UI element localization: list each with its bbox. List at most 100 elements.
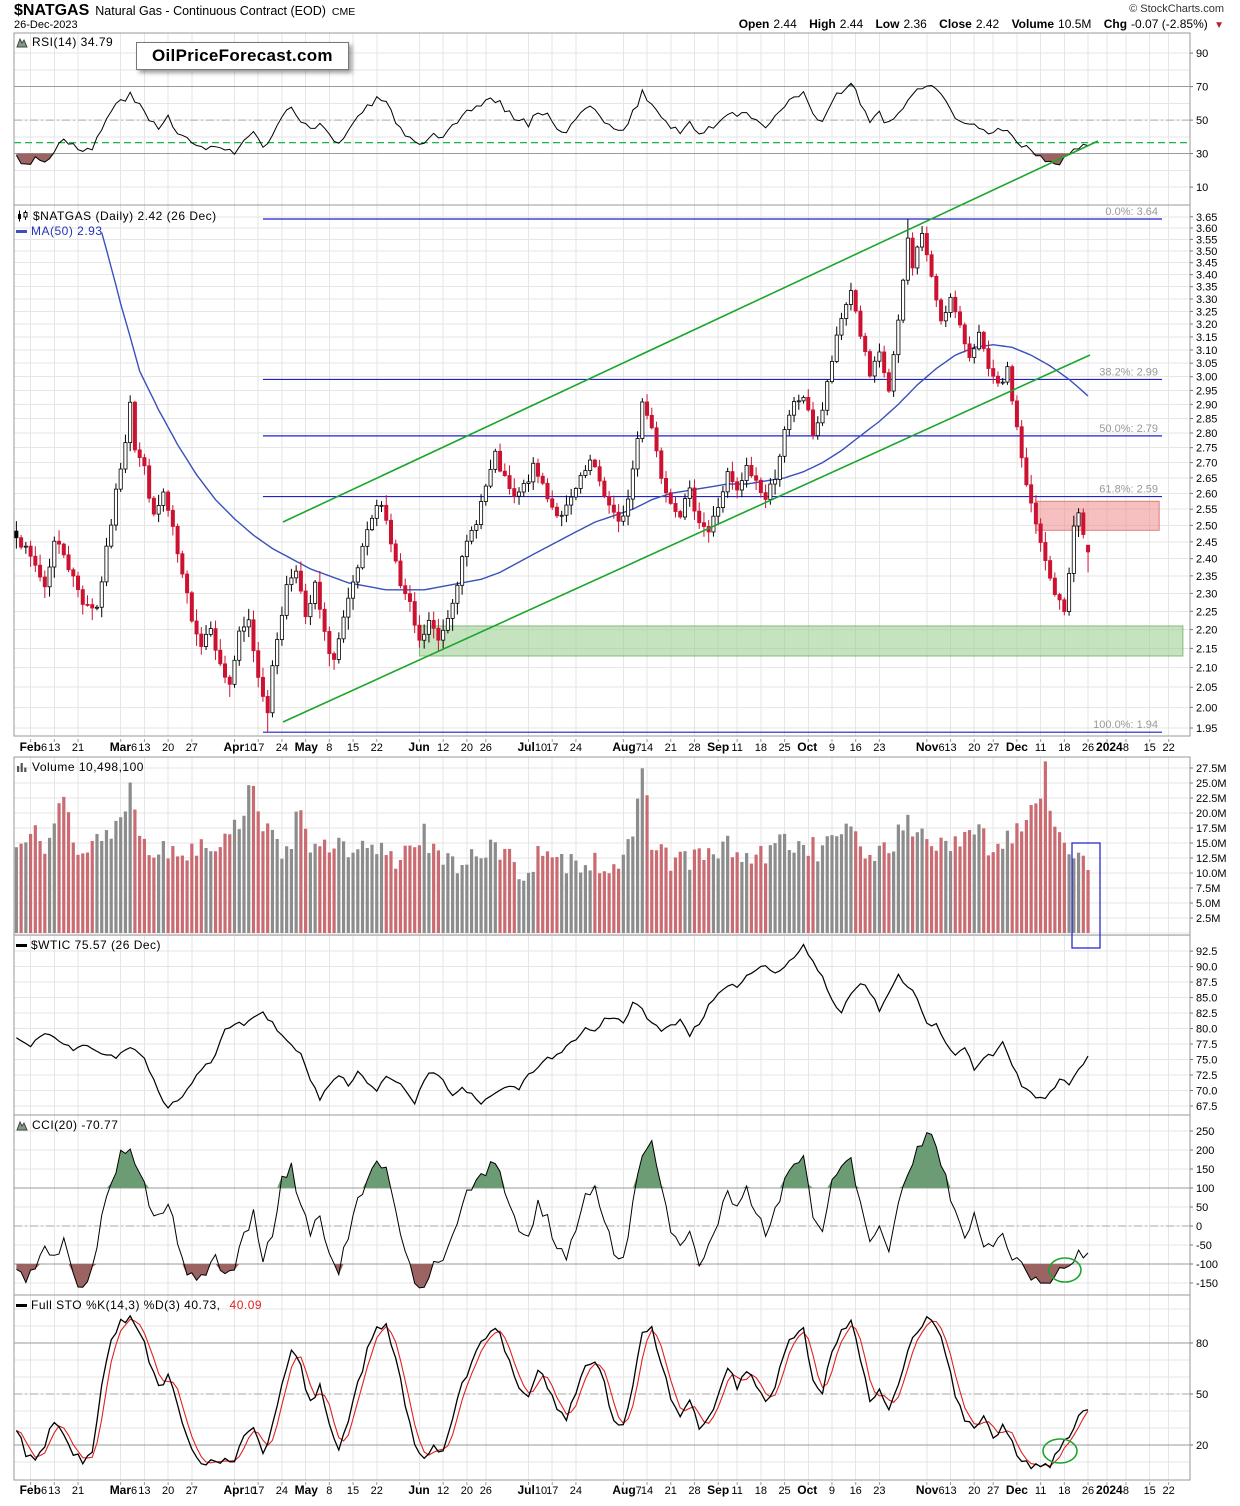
svg-text:12: 12 xyxy=(437,742,449,754)
svg-text:20: 20 xyxy=(162,742,174,754)
price-candles xyxy=(14,218,1091,733)
volume-bars-icon xyxy=(16,762,28,773)
svg-text:24: 24 xyxy=(276,742,288,754)
ma-label: MA(50) 2.93 xyxy=(31,224,103,238)
svg-text:May: May xyxy=(295,1483,319,1497)
svg-text:87.5: 87.5 xyxy=(1196,977,1217,989)
svg-text:38.2%: 2.99: 38.2%: 2.99 xyxy=(1099,366,1158,378)
chg-value: -0.07 (-2.85%) xyxy=(1131,17,1208,31)
svg-text:27: 27 xyxy=(186,742,198,754)
svg-text:3.00: 3.00 xyxy=(1196,372,1217,384)
svg-text:28: 28 xyxy=(688,742,700,754)
sto-panel: 80 50 20 xyxy=(13,1294,1208,1481)
svg-text:0: 0 xyxy=(1196,1221,1202,1233)
close-label: Close xyxy=(939,17,972,31)
svg-text:13: 13 xyxy=(48,742,60,754)
svg-text:18: 18 xyxy=(755,742,767,754)
svg-text:26: 26 xyxy=(1082,1485,1094,1497)
svg-text:7.5M: 7.5M xyxy=(1196,883,1220,895)
volume-value: 10.5M xyxy=(1058,17,1092,31)
svg-text:15.0M: 15.0M xyxy=(1196,838,1227,850)
svg-text:8: 8 xyxy=(1123,742,1129,754)
candlestick-icon xyxy=(16,210,29,222)
svg-text:2.25: 2.25 xyxy=(1196,606,1217,618)
svg-text:Apr10: Apr10 xyxy=(224,740,257,754)
svg-text:82.5: 82.5 xyxy=(1196,1008,1217,1020)
svg-text:Oct: Oct xyxy=(797,740,817,754)
volume-panel-label: Volume 10,498,100 xyxy=(32,760,144,774)
high-label: High xyxy=(809,17,836,31)
svg-text:24: 24 xyxy=(276,1485,288,1497)
svg-text:25.0M: 25.0M xyxy=(1196,778,1227,790)
sto-legend: Full STO %K(14,3) %D(3) 40.73, 40.09 xyxy=(16,1298,262,1312)
svg-text:27: 27 xyxy=(987,742,999,754)
svg-text:61.8%: 2.59: 61.8%: 2.59 xyxy=(1099,484,1158,496)
chart-date: 26-Dec-2023 xyxy=(14,19,78,31)
svg-text:21: 21 xyxy=(72,742,84,754)
area-indicator-icon xyxy=(16,37,28,48)
svg-text:30: 30 xyxy=(1196,149,1208,161)
svg-text:Mar6: Mar6 xyxy=(110,1483,137,1497)
svg-text:100: 100 xyxy=(1196,1183,1214,1195)
svg-text:17.5M: 17.5M xyxy=(1196,823,1227,835)
volume-legend: Volume 10,498,100 xyxy=(16,760,144,774)
svg-text:27.5M: 27.5M xyxy=(1196,763,1227,775)
area-indicator-icon xyxy=(16,1120,28,1131)
svg-text:16: 16 xyxy=(850,1485,862,1497)
svg-text:23: 23 xyxy=(873,742,885,754)
svg-text:Apr10: Apr10 xyxy=(224,1483,257,1497)
svg-text:Jun: Jun xyxy=(408,1483,429,1497)
svg-text:3.25: 3.25 xyxy=(1196,306,1217,318)
svg-text:Aug7: Aug7 xyxy=(612,1483,641,1497)
svg-text:3.35: 3.35 xyxy=(1196,282,1217,294)
svg-text:2.85: 2.85 xyxy=(1196,414,1217,426)
price-label: $NATGAS (Daily) 2.42 (26 Dec) xyxy=(33,209,217,223)
svg-text:28: 28 xyxy=(688,1485,700,1497)
volume-bars xyxy=(14,761,1090,934)
svg-text:17: 17 xyxy=(546,1485,558,1497)
svg-text:16: 16 xyxy=(850,742,862,754)
svg-text:27: 27 xyxy=(186,1485,198,1497)
svg-text:77.5: 77.5 xyxy=(1196,1039,1217,1051)
svg-text:13: 13 xyxy=(944,742,956,754)
svg-text:Dec: Dec xyxy=(1006,740,1028,754)
instrument-name: Natural Gas - Continuous Contract (EOD) xyxy=(95,4,326,18)
svg-text:May: May xyxy=(295,740,319,754)
wtic-panel: 92.5 90.0 87.5 85.0 82.5 80.0 77.5 75.0 72.5 70.0… xyxy=(13,934,1217,1116)
svg-text:22: 22 xyxy=(371,742,383,754)
svg-text:Sep: Sep xyxy=(707,1483,729,1497)
exchange: CME xyxy=(331,6,356,18)
svg-text:9: 9 xyxy=(829,742,835,754)
svg-text:92.5: 92.5 xyxy=(1196,946,1217,958)
svg-text:Jul10: Jul10 xyxy=(518,1483,548,1497)
high-value: 2.44 xyxy=(839,17,864,31)
svg-text:22: 22 xyxy=(1163,742,1175,754)
svg-text:70: 70 xyxy=(1196,82,1208,94)
ma50-line xyxy=(101,232,1089,591)
svg-text:2.75: 2.75 xyxy=(1196,443,1217,455)
svg-text:85.0: 85.0 xyxy=(1196,993,1217,1005)
svg-text:24: 24 xyxy=(570,742,582,754)
sto-d-value: 40.09 xyxy=(229,1298,263,1312)
svg-text:-50: -50 xyxy=(1196,1240,1212,1252)
chart-title: $NATGAS Natural Gas - Continuous Contrac… xyxy=(14,2,355,20)
svg-text:11: 11 xyxy=(1035,1485,1046,1497)
svg-text:18: 18 xyxy=(755,1485,767,1497)
svg-text:2.95: 2.95 xyxy=(1196,385,1217,397)
svg-text:Nov6: Nov6 xyxy=(916,740,945,754)
svg-text:26: 26 xyxy=(1082,742,1094,754)
svg-text:Feb6: Feb6 xyxy=(20,740,47,754)
svg-text:200: 200 xyxy=(1196,1145,1214,1157)
svg-text:Feb6: Feb6 xyxy=(20,1483,47,1497)
svg-text:20: 20 xyxy=(1196,1440,1208,1452)
svg-text:15: 15 xyxy=(1144,742,1156,754)
svg-text:3.55: 3.55 xyxy=(1196,234,1217,246)
svg-text:0.0%: 3.64: 0.0%: 3.64 xyxy=(1105,206,1158,218)
svg-text:21: 21 xyxy=(665,742,677,754)
svg-text:-150: -150 xyxy=(1196,1278,1218,1290)
svg-text:2.05: 2.05 xyxy=(1196,682,1217,694)
svg-text:20: 20 xyxy=(461,1485,473,1497)
